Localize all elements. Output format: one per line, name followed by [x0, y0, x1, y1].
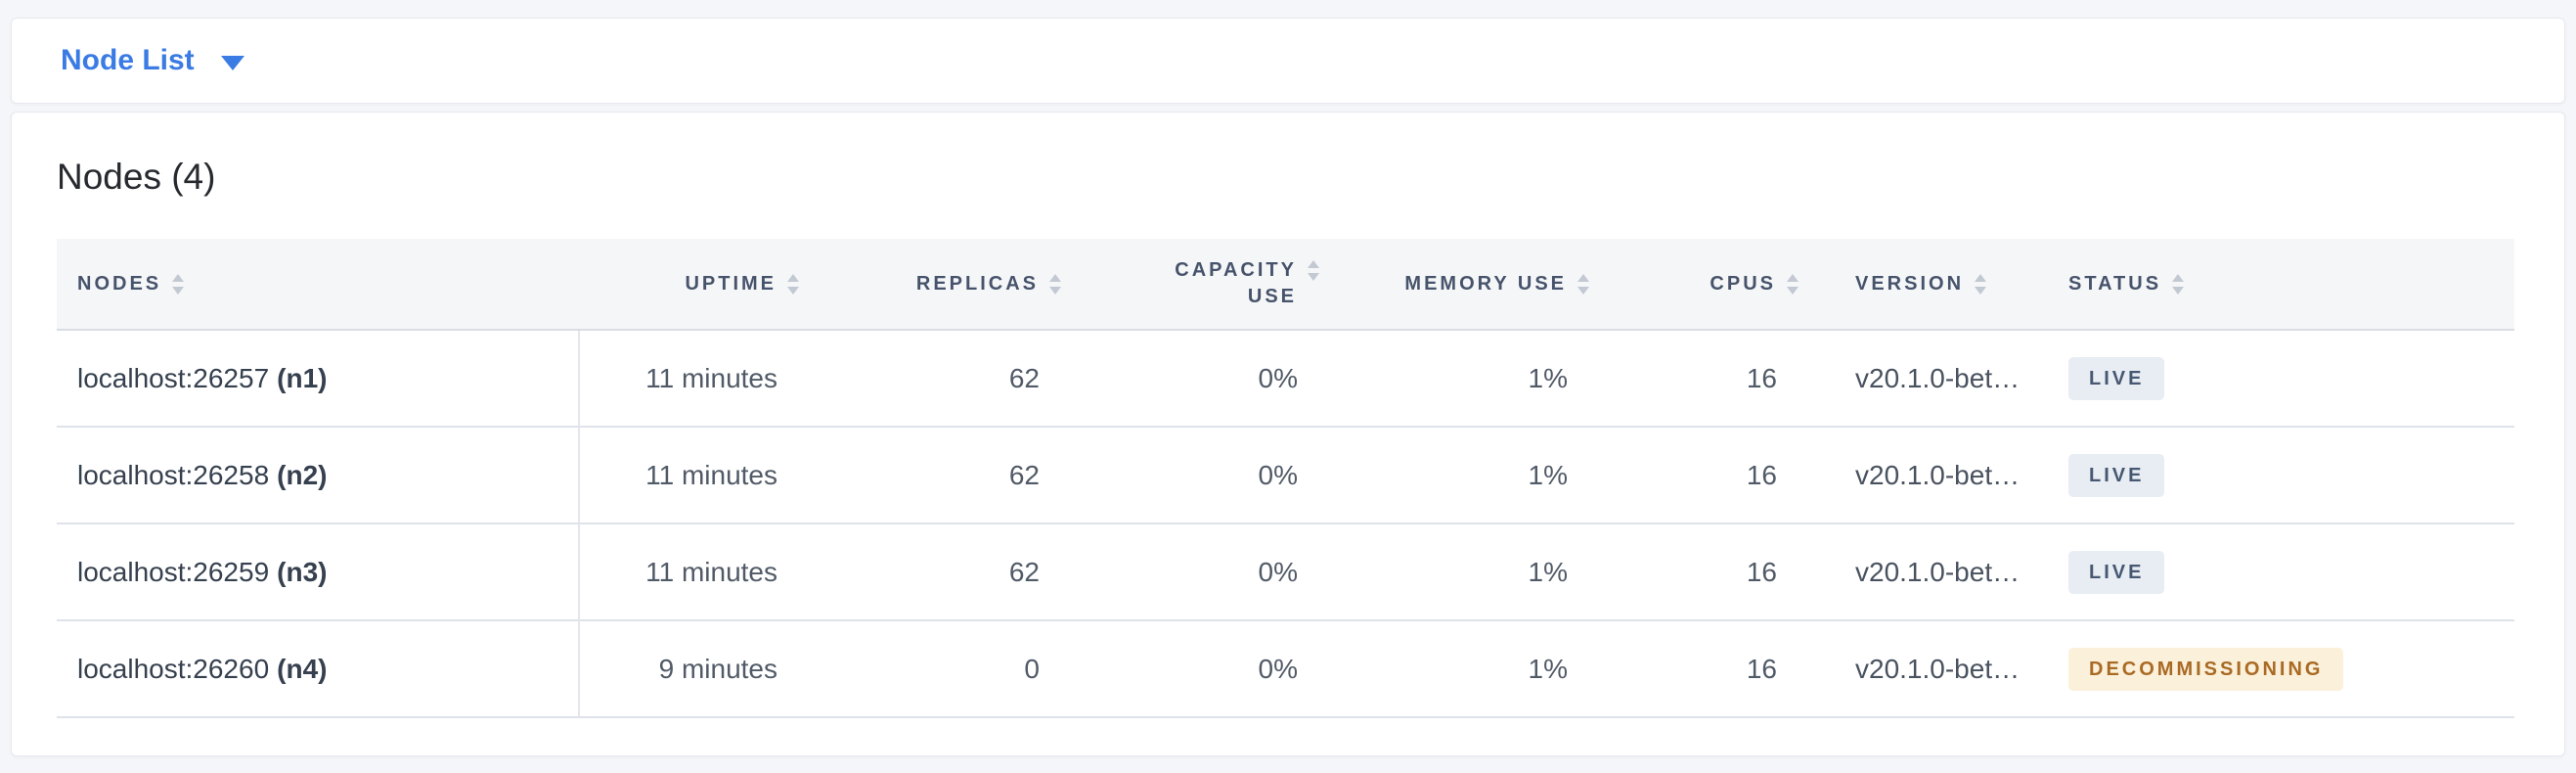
version-cell: v20.1.0-bet… — [1822, 621, 2033, 718]
table-row: localhost:26260 (n4) 9 minutes 0 0% 1% 16… — [57, 621, 2514, 718]
uptime-cell: 11 minutes — [580, 524, 822, 621]
node-address: localhost:26260 — [77, 653, 270, 684]
column-label: Nodes — [77, 272, 162, 295]
view-dropdown-label: Node List — [61, 44, 195, 76]
status-cell: LIVE — [2033, 428, 2514, 524]
panel-title: Nodes (4) — [57, 157, 216, 197]
cpus-cell: 16 — [1613, 621, 1822, 718]
status-badge: DECOMMISSIONING — [2068, 647, 2344, 691]
node-address: localhost:26258 — [77, 459, 270, 490]
sort-icon — [172, 273, 185, 295]
cpus-cell: 16 — [1613, 524, 1822, 621]
table-row: localhost:26259 (n3) 11 minutes 62 0% 1% … — [57, 524, 2514, 621]
status-badge: LIVE — [2068, 356, 2165, 400]
column-label: Status — [2068, 272, 2162, 295]
node-address-cell: localhost:26257 (n1) — [57, 331, 580, 428]
node-address-cell: localhost:26260 (n4) — [57, 621, 580, 718]
memory-use-cell: 1% — [1343, 428, 1613, 524]
nodes-panel: Nodes (4) Nodes Uptime — [11, 112, 2565, 756]
status-cell: LIVE — [2033, 524, 2514, 621]
replicas-cell: 62 — [822, 428, 1085, 524]
memory-use-cell: 1% — [1343, 524, 1613, 621]
replicas-cell: 62 — [822, 524, 1085, 621]
node-id: (n3) — [277, 556, 328, 587]
status-cell: LIVE — [2033, 331, 2514, 428]
column-label: CPUs — [1710, 272, 1776, 295]
node-address: localhost:26257 — [77, 362, 270, 393]
column-header-replicas[interactable]: Replicas — [822, 239, 1085, 331]
sort-icon — [787, 273, 799, 295]
table-row: localhost:26258 (n2) 11 minutes 62 0% 1% … — [57, 428, 2514, 524]
column-label: Replicas — [915, 272, 1039, 295]
nodes-table: Nodes Uptime Replicas — [57, 239, 2514, 718]
table-row: localhost:26257 (n1) 11 minutes 62 0% 1% … — [57, 331, 2514, 428]
cpus-cell: 16 — [1613, 331, 1822, 428]
uptime-cell: 9 minutes — [580, 621, 822, 718]
capacity-use-cell: 0% — [1085, 331, 1343, 428]
capacity-use-cell: 0% — [1085, 621, 1343, 718]
version-cell: v20.1.0-bet… — [1822, 428, 2033, 524]
sort-icon — [1049, 273, 1061, 295]
node-id: (n4) — [277, 653, 328, 684]
node-address-cell: localhost:26259 (n3) — [57, 524, 580, 621]
status-cell: DECOMMISSIONING — [2033, 621, 2514, 718]
sort-icon — [1577, 273, 1589, 295]
column-label: Version — [1855, 272, 1965, 295]
column-header-capacity-use[interactable]: Capacity Use — [1085, 239, 1343, 331]
node-id: (n1) — [277, 362, 328, 393]
replicas-cell: 62 — [822, 331, 1085, 428]
memory-use-cell: 1% — [1343, 621, 1613, 718]
sort-icon — [2172, 273, 2185, 295]
cpus-cell: 16 — [1613, 428, 1822, 524]
column-header-version[interactable]: Version — [1822, 239, 2033, 331]
sort-icon — [1975, 273, 1987, 295]
replicas-cell: 0 — [822, 621, 1085, 718]
memory-use-cell: 1% — [1343, 331, 1613, 428]
sort-icon — [1787, 273, 1799, 295]
node-address-cell: localhost:26258 (n2) — [57, 428, 580, 524]
table-header-row: Nodes Uptime Replicas — [57, 239, 2514, 331]
sort-icon — [1308, 259, 1319, 281]
capacity-use-cell: 0% — [1085, 428, 1343, 524]
uptime-cell: 11 minutes — [580, 331, 822, 428]
caret-down-icon — [220, 55, 244, 70]
column-header-memory-use[interactable]: Memory Use — [1343, 239, 1613, 331]
column-label: Memory Use — [1404, 272, 1567, 295]
column-header-uptime[interactable]: Uptime — [580, 239, 822, 331]
version-cell: v20.1.0-bet… — [1822, 331, 2033, 428]
version-cell: v20.1.0-bet… — [1822, 524, 2033, 621]
column-header-status[interactable]: Status — [2033, 239, 2514, 331]
view-switcher-bar: Node List — [11, 18, 2565, 104]
column-label: Capacity Use — [1175, 259, 1297, 307]
node-id: (n2) — [277, 459, 328, 490]
capacity-use-cell: 0% — [1085, 524, 1343, 621]
column-header-nodes[interactable]: Nodes — [57, 239, 580, 331]
column-label: Uptime — [685, 272, 777, 295]
uptime-cell: 11 minutes — [580, 428, 822, 524]
status-badge: LIVE — [2068, 550, 2165, 594]
column-header-cpus[interactable]: CPUs — [1613, 239, 1822, 331]
status-badge: LIVE — [2068, 453, 2165, 497]
node-address: localhost:26259 — [77, 556, 270, 587]
view-dropdown[interactable]: Node List — [61, 44, 244, 77]
